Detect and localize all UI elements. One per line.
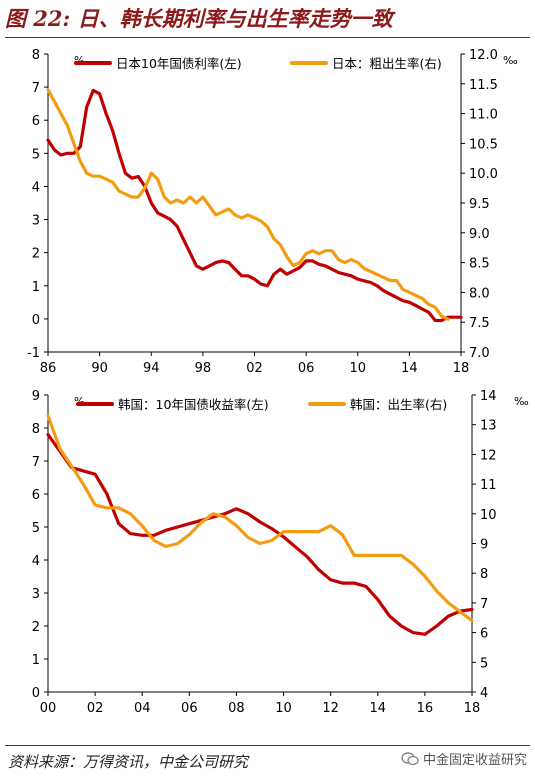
x-tick-label: 12	[322, 701, 339, 716]
source-note: 资料来源：万得资讯，中金公司研究	[8, 753, 249, 771]
y-tick-label-right: 8	[480, 567, 488, 582]
y-tick-label-left: 1	[32, 280, 40, 295]
x-tick-label: 06	[181, 701, 198, 716]
y-tick-label-left: 7	[32, 81, 40, 96]
y-tick-label-right: 14	[480, 389, 497, 404]
series-line-1	[46, 432, 474, 636]
y-tick-label-right: 7.5	[469, 316, 490, 331]
y-tick-label-right: 6	[480, 627, 488, 642]
y-tick-label-left: 4	[32, 554, 40, 569]
x-tick-label: 08	[228, 701, 245, 716]
y-tick-label-left: 6	[32, 114, 40, 129]
x-tick-label: 04	[134, 701, 151, 716]
y-tick-label-right: 11.5	[469, 78, 498, 93]
legend-label-1: 日本10年国债利率(左)	[116, 56, 242, 71]
legend-label-1: 韩国：10年国债收益率(左)	[118, 397, 269, 412]
y-tick-label-right: 10.5	[469, 137, 498, 152]
y-tick-label-left: 3	[32, 214, 40, 229]
y-unit-right: ‰	[503, 54, 518, 67]
y-tick-label-right: 13	[480, 419, 497, 434]
y-tick-label-left: 5	[32, 521, 40, 536]
y-tick-label-right: 4	[480, 686, 488, 701]
y-tick-label-right: 8.5	[469, 257, 490, 272]
y-tick-label-right: 12.0	[469, 48, 498, 63]
x-tick-label: 14	[401, 361, 418, 376]
y-unit-left: %	[74, 395, 84, 408]
y-tick-label-right: 9	[480, 538, 488, 553]
x-tick-label: 18	[464, 701, 481, 716]
x-tick-label: 00	[40, 701, 57, 716]
x-tick-label: 94	[143, 361, 160, 376]
y-tick-label-right: 9.5	[469, 197, 490, 212]
watermark-text: 中金固定收益研究	[422, 753, 527, 768]
figure-title: 图 22: 日、韩长期利率与出生率走势一致	[5, 6, 393, 31]
x-tick-label: 14	[370, 701, 387, 716]
x-tick-label: 02	[87, 701, 104, 716]
y-tick-label-right: 10	[480, 508, 497, 523]
title-rule	[5, 37, 530, 38]
y-tick-label-left: 6	[32, 488, 40, 503]
y-tick-label-left: 5	[32, 147, 40, 162]
x-tick-label: 90	[91, 361, 108, 376]
y-tick-label-right: 11.0	[469, 108, 498, 123]
x-tick-label: 10	[275, 701, 292, 716]
y-tick-label-right: 8.0	[469, 286, 490, 301]
legend-label-2: 韩国：出生率(右)	[350, 397, 447, 412]
y-tick-label-left: 3	[32, 587, 40, 602]
y-tick-label-right: 5	[480, 656, 488, 671]
x-tick-label: 06	[298, 361, 315, 376]
japan-chart: -1 0 1 2 3 4 5 6 7 8 7.0 7.5 8.0 8.5 9.0 9.5 10.0 10.5 11.…	[27, 48, 518, 376]
y-tick-label-left: 1	[32, 653, 40, 668]
footer-rule	[5, 745, 530, 746]
y-tick-label-left: 7	[32, 455, 40, 470]
y-tick-label-left: 4	[32, 180, 40, 195]
x-tick-label: 02	[246, 361, 263, 376]
y-tick-label-right: 10.0	[469, 167, 498, 182]
y-tick-label-right: 11	[480, 478, 497, 493]
y-tick-label-right: 7.0	[469, 346, 490, 361]
y-tick-label-left: 2	[32, 620, 40, 635]
y-tick-label-left: 8	[32, 422, 40, 437]
series-line-1	[46, 88, 463, 323]
y-tick-label-right: 9.0	[469, 227, 490, 242]
y-tick-label-left: 8	[32, 48, 40, 63]
y-unit-right: ‰	[514, 395, 529, 408]
wechat-icon	[401, 751, 419, 765]
watermark: 中金固定收益研究	[401, 749, 527, 768]
y-tick-label-left: -1	[27, 346, 40, 361]
x-tick-label: 86	[40, 361, 57, 376]
legend-label-2: 日本：粗出生率(右)	[332, 56, 442, 71]
y-tick-label-right: 7	[480, 597, 488, 612]
x-tick-label: 10	[349, 361, 366, 376]
y-tick-label-left: 9	[32, 389, 40, 404]
series-line-2	[46, 88, 450, 321]
series-line-2	[46, 414, 474, 623]
x-tick-label: 16	[417, 701, 434, 716]
y-tick-label-left: 2	[32, 247, 40, 262]
x-tick-label: 98	[195, 361, 212, 376]
x-tick-label: 18	[453, 361, 470, 376]
y-tick-label-left: 0	[32, 686, 40, 701]
y-unit-left: %	[74, 54, 84, 67]
y-tick-label-left: 0	[32, 313, 40, 328]
y-tick-label-right: 12	[480, 448, 497, 463]
